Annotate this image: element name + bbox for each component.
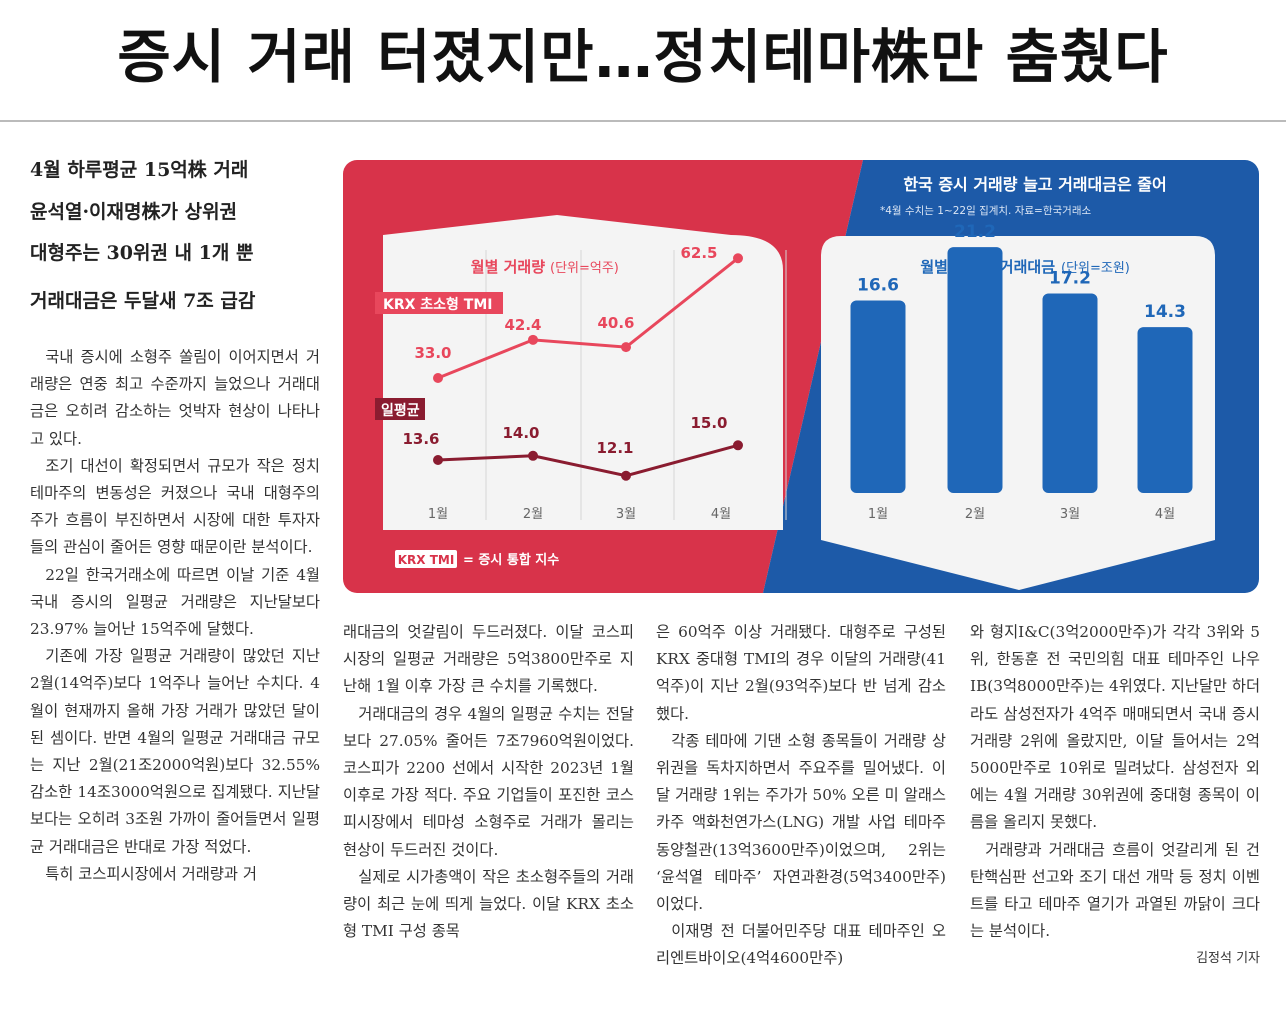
avg-series-tag [375,398,425,420]
note-text: = 증시 통합 지수 [463,552,559,568]
avg-point [621,470,631,481]
avg-data-label: 15.0 [690,414,727,432]
tmi-series-tag [375,292,503,314]
paragraph: 22일 한국거래소에 따르면 이날 기준 4월 국내 증시의 일평균 거래량은 … [30,565,320,639]
line-chart: 월별 거래량 (단위=억주) 33.0 42.4 40.6 62.5 13.6 14.0 12.… [375,244,787,568]
paragraph: 은 60억주 이상 거래됐다. 대형주로 구성된 KRX 중대형 TMI의 경우… [656,623,946,723]
avg-point [433,455,443,465]
headline: 증시 거래 터졌지만…정치테마株만 춤췄다 [117,23,1169,91]
avg-line [437,443,739,478]
paragraph: 국내 증시에 소형주 쏠림이 이어지면서 거래량은 연중 최고 수준까지 늘었으… [30,348,320,448]
line-x-tick: 4월 [711,507,731,522]
bar [1137,327,1193,493]
bar-chart-header: 한국 증시 거래량 늘고 거래대금은 줄어 [903,175,1166,194]
paragraph: 거래량과 거래대금 흐름이 엇갈리게 된 건 탄핵심판 선고와 조기 대선 개막… [970,840,1260,941]
tmi-line [437,257,739,380]
bar-data-label: 16.6 [857,275,899,295]
tmi-series-name: KRX 초소형 TMI [383,296,493,313]
byline: 김정석 기자 [1196,951,1260,967]
line-chart-unit: (단위=억주) [550,261,619,276]
article-column-1: 국내 증시에 소형주 쏠림이 이어지면서 거래량은 연중 최고 수준까지 늘었으… [30,344,320,1004]
line-x-tick: 1월 [428,507,448,522]
paragraph: 거래대금의 경우 4월의 일평균 수치는 전달보다 27.05% 줄어든 7조7… [343,704,634,859]
avg-series-name: 일평균 [381,402,420,419]
avg-data-label: 13.6 [402,430,439,448]
paragraph: 각종 테마에 기댄 소형 종목들이 거래량 상위권을 독차지하면서 주요주를 밀… [656,731,946,914]
tmi-data-label: 42.4 [504,316,541,334]
subhead-1: 4월 하루평균 15억株 거래 [30,159,249,181]
bar-data-label: 21.2 [954,222,996,242]
bar [947,247,1003,493]
bar-x-tick: 1월 [868,507,888,522]
line-chart-title: 월별 거래량 [471,258,545,276]
paragraph: 와 형지I&C(3억2000만주)가 각각 3위와 5위, 한동훈 전 국민의힘… [970,623,1260,832]
subhead-2: 윤석열·이재명株가 상위권 [30,201,238,223]
tmi-data-label: 62.5 [680,244,717,262]
avg-data-label: 12.1 [596,439,633,457]
bar [1042,293,1098,493]
article-column-4: 와 형지I&C(3억2000만주)가 각각 3위와 5위, 한동훈 전 국민의힘… [970,619,1260,1005]
tmi-point [433,373,443,383]
bar-chart-unit: (단위=조원) [1061,261,1130,276]
note-tag [395,550,457,568]
line-x-tick: 3월 [616,507,636,522]
line-x-tick: 2월 [523,507,543,522]
article-column-3: 은 60억주 이상 거래됐다. 대형주로 구성된 KRX 중대형 TMI의 경우… [656,619,946,1005]
subhead-4: 거래대금은 두달새 7조 급감 [30,290,256,312]
bar-chart-panel [821,236,1215,590]
bar-x-tick: 2월 [965,507,985,522]
avg-point [733,440,743,451]
note-tag-text: KRX TMI [398,553,455,567]
tmi-data-label: 33.0 [414,344,451,362]
bar-data-label: 14.3 [1144,302,1186,322]
tmi-point [733,253,743,264]
paragraph: 래대금의 엇갈림이 두드러졌다. 이달 코스피시장의 일평균 거래량은 5억38… [343,623,634,696]
tmi-point [621,342,631,353]
bar-data-label: 17.2 [1049,268,1091,288]
headline-rule [0,120,1286,122]
paragraph: 기존에 가장 일평균 거래량이 많았던 지난 2월(14억주)보다 1억주나 늘… [30,647,320,856]
infographic: 월별 거래량 (단위=억주) 33.0 42.4 40.6 62.5 13.6 14.0 12.… [343,160,1259,593]
avg-data-label: 14.0 [502,424,539,442]
infographic-svg: 월별 거래량 (단위=억주) 33.0 42.4 40.6 62.5 13.6 14.0 12.… [343,160,1259,593]
bar [850,300,906,493]
paragraph: 실제로 시가총액이 작은 초소형주들의 거래량이 최근 눈에 띄게 늘었다. 이… [343,867,634,941]
avg-point [528,450,538,461]
subhead-3: 대형주는 30위권 내 1개 뿐 [30,242,254,264]
paragraph: 이재명 전 더불어민주당 대표 테마주인 오리엔트바이오(4억4600만주) [656,922,946,968]
tmi-data-label: 40.6 [597,314,634,332]
bar-chart: 한국 증시 거래량 늘고 거래대금은 줄어 *4월 수치는 1~22일 집계치. … [850,175,1193,522]
bar-x-tick: 3월 [1060,507,1080,522]
bar-chart-source: *4월 수치는 1~22일 집계치. 자료=한국거래소 [880,204,1091,217]
bar-x-tick: 4월 [1155,507,1175,522]
article-column-2: 래대금의 엇갈림이 두드러졌다. 이달 코스피시장의 일평균 거래량은 5억38… [343,619,634,1005]
paragraph: 조기 대선이 확정되면서 규모가 작은 정치 테마주의 변동성은 커졌으나 국내… [30,456,320,557]
paragraph: 특히 코스피시장에서 거래량과 거 [45,864,257,883]
tmi-point [528,334,538,345]
